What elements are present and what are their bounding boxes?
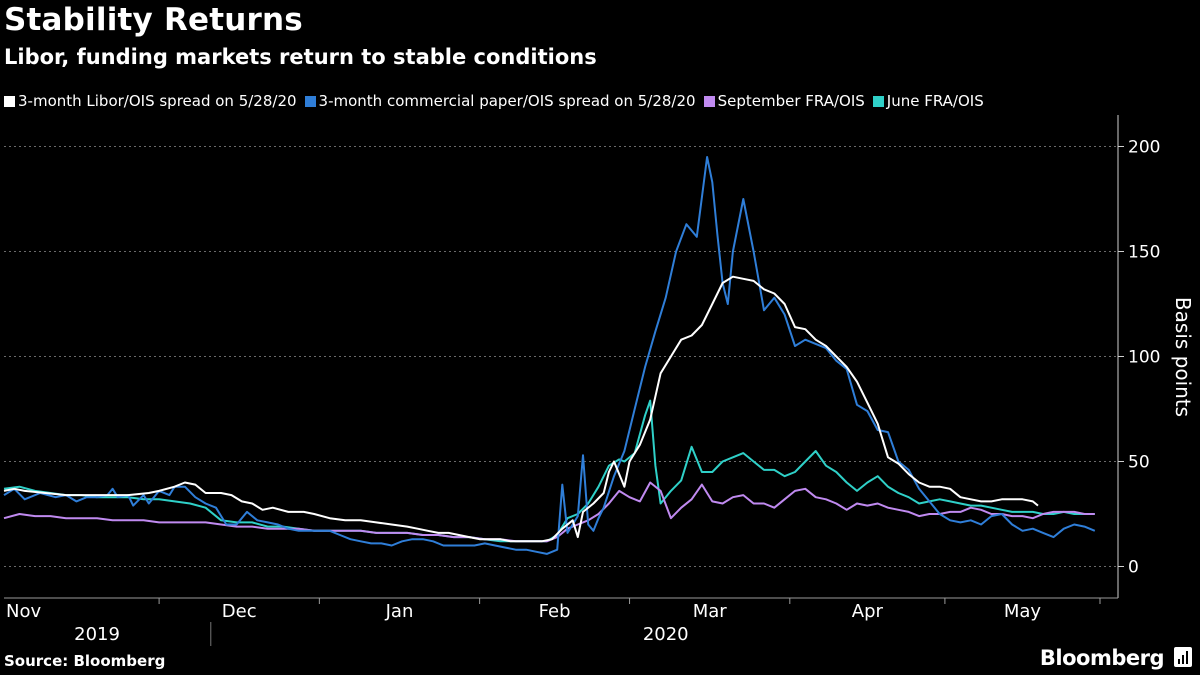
x-tick-label: Jan xyxy=(385,601,414,622)
x-tick-label: May xyxy=(1004,601,1042,622)
y-tick-label: 50 xyxy=(1128,453,1150,473)
chart-title: Stability Returns xyxy=(4,2,303,38)
legend-swatch-june-fra xyxy=(872,95,884,107)
legend-item-commercial-paper: 3-month commercial paper/OIS spread on 5… xyxy=(304,92,696,110)
legend-swatch-libor xyxy=(4,95,15,107)
y-tick-label: 100 xyxy=(1128,348,1160,368)
year-label: 2020 xyxy=(643,624,689,645)
legend-item-june-fra: June FRA/OIS xyxy=(872,92,984,110)
legend-swatch-commercial-paper xyxy=(304,95,316,107)
year-label: 2019 xyxy=(74,624,120,645)
source-note: Source: Bloomberg xyxy=(4,652,166,670)
legend-label-commercial-paper: 3-month commercial paper/OIS spread on 5… xyxy=(318,92,696,110)
x-tick-label: Mar xyxy=(693,601,728,622)
x-tick-label: Feb xyxy=(539,601,571,622)
legend-label-libor: 3-month Libor/OIS spread on 5/28/20 xyxy=(18,92,297,110)
libor-ois-line xyxy=(3,275,1039,543)
bloomberg-logo-icon xyxy=(1174,647,1192,667)
legend: 3-month Libor/OIS spread on 5/28/20 3-mo… xyxy=(4,92,992,110)
legend-label-june-fra: June FRA/OIS xyxy=(886,92,984,110)
brand-logo-text: Bloomberg xyxy=(1039,646,1165,670)
y-tick-label: 150 xyxy=(1128,243,1160,263)
legend-item-september-fra: September FRA/OIS xyxy=(703,92,865,110)
commercial-paper-ois-line xyxy=(3,156,1096,555)
y-tick-label: 200 xyxy=(1128,138,1160,158)
chart-subtitle: Libor, funding markets return to stable … xyxy=(4,45,597,69)
x-tick-label: Dec xyxy=(222,601,257,622)
september-fra-ois-line xyxy=(3,481,1095,543)
x-tick-label: Nov xyxy=(6,601,41,622)
y-axis-title: Basis points xyxy=(1171,297,1195,417)
legend-swatch-september-fra xyxy=(703,95,715,107)
x-tick-label: Apr xyxy=(852,601,884,622)
june-fra-ois-line xyxy=(3,399,1095,543)
legend-label-september-fra: September FRA/OIS xyxy=(717,92,865,110)
y-tick-label: 0 xyxy=(1128,558,1139,578)
legend-item-libor: 3-month Libor/OIS spread on 5/28/20 xyxy=(4,92,297,110)
